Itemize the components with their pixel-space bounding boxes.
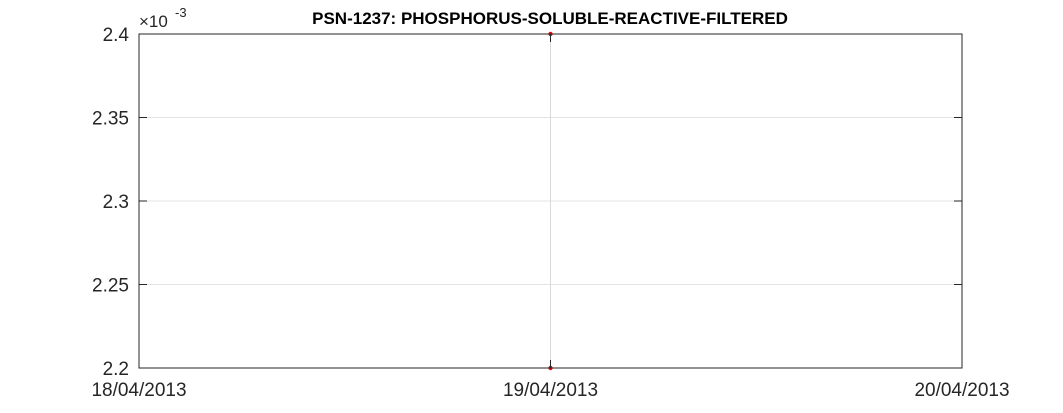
axes: 2.2 2.25 2.3 2.35 2.4 18/04/2013 19/04/2013 20/… — [91, 25, 1009, 401]
y-multiplier-exponent: -3 — [175, 5, 187, 20]
y-axis-multiplier: ×10 -3 — [139, 5, 187, 31]
y-multiplier-base: ×10 — [139, 12, 168, 31]
chart-title: PSN-1237: PHOSPHORUS-SOLUBLE-REACTIVE-FI… — [312, 9, 788, 28]
y-tick-label: 2.4 — [103, 25, 130, 46]
series-layer — [548, 31, 553, 371]
x-tick-label: 18/04/2013 — [91, 380, 186, 401]
y-tick-label: 2.2 — [103, 359, 129, 380]
x-tick-label: 19/04/2013 — [503, 380, 598, 401]
x-tick-label: 20/04/2013 — [914, 380, 1009, 401]
y-tick-label: 2.3 — [103, 192, 129, 213]
y-tick-label: 2.35 — [92, 109, 129, 130]
y-tick-label: 2.25 — [92, 276, 129, 297]
